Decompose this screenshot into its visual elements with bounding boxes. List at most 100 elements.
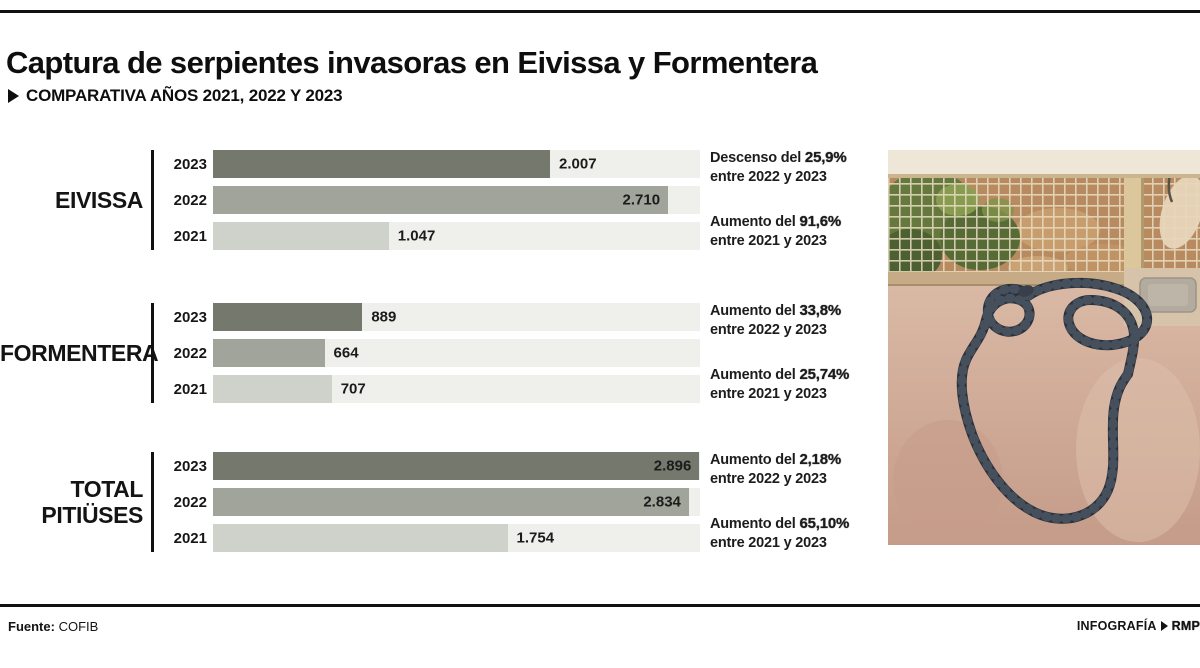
group-label-line: TOTAL bbox=[70, 476, 143, 502]
year-label: 2021 bbox=[173, 380, 207, 398]
group-label-line: PITIÜSES bbox=[41, 502, 143, 528]
bar-row: 2022 2.710 bbox=[163, 186, 700, 214]
annotation-percentage: 25,74% bbox=[799, 366, 850, 383]
bar-rows: 2023 2.007 2022 2.710 2021 1.047 bbox=[163, 150, 700, 258]
value-label: 2.834 bbox=[643, 493, 681, 511]
value-label: 2.710 bbox=[622, 191, 661, 209]
value-label: 2.896 bbox=[653, 457, 692, 475]
year-label: 2021 bbox=[173, 529, 207, 547]
bar-track: 707 bbox=[213, 375, 700, 403]
value-label: 1.754 bbox=[516, 529, 555, 547]
annotation-prefix: Descenso del bbox=[710, 150, 805, 166]
bar-row: 2023 2.007 bbox=[163, 150, 700, 178]
annotation-period: entre 2022 y 2023 bbox=[710, 322, 827, 338]
page-title: Captura de serpientes invasoras en Eivis… bbox=[6, 44, 818, 80]
bar-row: 2022 2.834 bbox=[163, 488, 700, 516]
bar-track: 2.007 bbox=[213, 150, 700, 178]
annotation-period: entre 2021 y 2023 bbox=[710, 386, 827, 402]
bar-rows: 2023 889 2022 664 2021 707 bbox=[163, 303, 700, 411]
bar-row: 2021 707 bbox=[163, 375, 700, 403]
bar-row: 2023 889 bbox=[163, 303, 700, 331]
year-label: 2023 bbox=[173, 457, 207, 475]
bar-row: 2021 1.047 bbox=[163, 222, 700, 250]
year-label: 2023 bbox=[173, 308, 207, 326]
chart-group: EIVISSA 2023 2.007 2022 2.710 2021 1.047 bbox=[0, 150, 888, 250]
year-label: 2021 bbox=[173, 227, 207, 245]
annotation-percentage: 65,10% bbox=[799, 515, 850, 532]
group-label: TOTAL PITIÜSES bbox=[0, 476, 143, 528]
credit-value: RMP bbox=[1171, 619, 1200, 633]
bar: 2.834 bbox=[213, 488, 689, 516]
annotation-prefix: Aumento del bbox=[710, 214, 800, 230]
group-label-line: FORMENTERA bbox=[0, 340, 159, 366]
right-triangle-icon bbox=[1160, 621, 1168, 631]
bar bbox=[213, 524, 508, 552]
year-label: 2022 bbox=[173, 493, 207, 511]
bar-row: 2022 664 bbox=[163, 339, 700, 367]
annotation: Aumento del 91,6% entre 2021 y 2023 bbox=[710, 212, 888, 251]
group-divider-line bbox=[151, 150, 154, 250]
annotation-prefix: Aumento del bbox=[710, 452, 800, 468]
source-label: Fuente: bbox=[8, 619, 55, 634]
bar-track: 2.834 bbox=[213, 488, 700, 516]
value-label: 889 bbox=[371, 308, 397, 326]
chart-subtitle: COMPARATIVA AÑOS 2021, 2022 Y 2023 bbox=[8, 86, 343, 106]
annotation-percentage: 91,6% bbox=[799, 213, 841, 230]
bar bbox=[213, 150, 551, 178]
value-label: 1.047 bbox=[397, 227, 436, 245]
snake-photo-illustration bbox=[878, 150, 1200, 545]
group-label-line: EIVISSA bbox=[55, 187, 143, 213]
top-rule bbox=[0, 10, 1200, 13]
bar-track: 2.710 bbox=[213, 186, 700, 214]
bar-track: 2.896 bbox=[213, 452, 700, 480]
bar-rows: 2023 2.896 2022 2.834 2021 1.754 bbox=[163, 452, 700, 560]
year-label: 2023 bbox=[173, 155, 207, 173]
annotation: Aumento del 33,8% entre 2022 y 2023 bbox=[710, 301, 888, 340]
subtitle-text: COMPARATIVA AÑOS 2021, 2022 Y 2023 bbox=[26, 86, 343, 105]
annotation-percentage: 33,8% bbox=[799, 302, 841, 319]
group-label: FORMENTERA bbox=[0, 340, 159, 366]
annotation-percentage: 2,18% bbox=[799, 451, 841, 468]
chart-group: FORMENTERA 2023 889 2022 664 2021 707 bbox=[0, 303, 888, 403]
source-credit: Fuente: COFIB bbox=[8, 619, 98, 634]
right-triangle-icon bbox=[8, 89, 19, 103]
annotation-prefix: Aumento del bbox=[710, 367, 800, 383]
bar-row: 2021 1.754 bbox=[163, 524, 700, 552]
chart-group: TOTAL PITIÜSES 2023 2.896 2022 2.834 2021 1.754 bbox=[0, 452, 888, 552]
bar-track: 889 bbox=[213, 303, 700, 331]
annotation-period: entre 2021 y 2023 bbox=[710, 233, 827, 249]
footer-rule bbox=[0, 604, 1200, 607]
group-divider-line bbox=[151, 303, 154, 403]
bar bbox=[213, 375, 332, 403]
bar-track: 1.047 bbox=[213, 222, 700, 250]
year-label: 2022 bbox=[173, 344, 207, 362]
bar: 2.710 bbox=[213, 186, 669, 214]
annotation: Aumento del 65,10% entre 2021 y 2023 bbox=[710, 514, 888, 553]
annotation: Aumento del 2,18% entre 2022 y 2023 bbox=[710, 450, 888, 489]
annotation-period: entre 2022 y 2023 bbox=[710, 471, 827, 487]
snake-photo bbox=[878, 150, 1200, 545]
bar bbox=[213, 222, 389, 250]
value-label: 664 bbox=[333, 344, 359, 362]
group-label: EIVISSA bbox=[0, 187, 143, 213]
value-label: 2.007 bbox=[559, 155, 597, 173]
bar-track: 1.754 bbox=[213, 524, 700, 552]
annotation-period: entre 2022 y 2023 bbox=[710, 169, 827, 185]
annotation-period: entre 2021 y 2023 bbox=[710, 535, 827, 551]
annotation: Descenso del 25,9% entre 2022 y 2023 bbox=[710, 148, 888, 187]
credit-label: INFOGRAFÍA bbox=[1076, 619, 1157, 633]
bar-row: 2023 2.896 bbox=[163, 452, 700, 480]
annotation-percentage: 25,9% bbox=[804, 149, 847, 166]
annotation-prefix: Aumento del bbox=[710, 516, 800, 532]
annotation: Aumento del 25,74% entre 2021 y 2023 bbox=[710, 365, 888, 404]
annotation-prefix: Aumento del bbox=[710, 303, 800, 319]
bar-track: 664 bbox=[213, 339, 700, 367]
infographic-credit: INFOGRAFÍA RMP bbox=[1077, 619, 1200, 633]
bar: 2.896 bbox=[213, 452, 700, 480]
year-label: 2022 bbox=[173, 191, 207, 209]
value-label: 707 bbox=[340, 380, 366, 398]
bar bbox=[213, 303, 363, 331]
bar bbox=[213, 339, 325, 367]
source-value: COFIB bbox=[58, 619, 99, 634]
group-divider-line bbox=[151, 452, 154, 552]
